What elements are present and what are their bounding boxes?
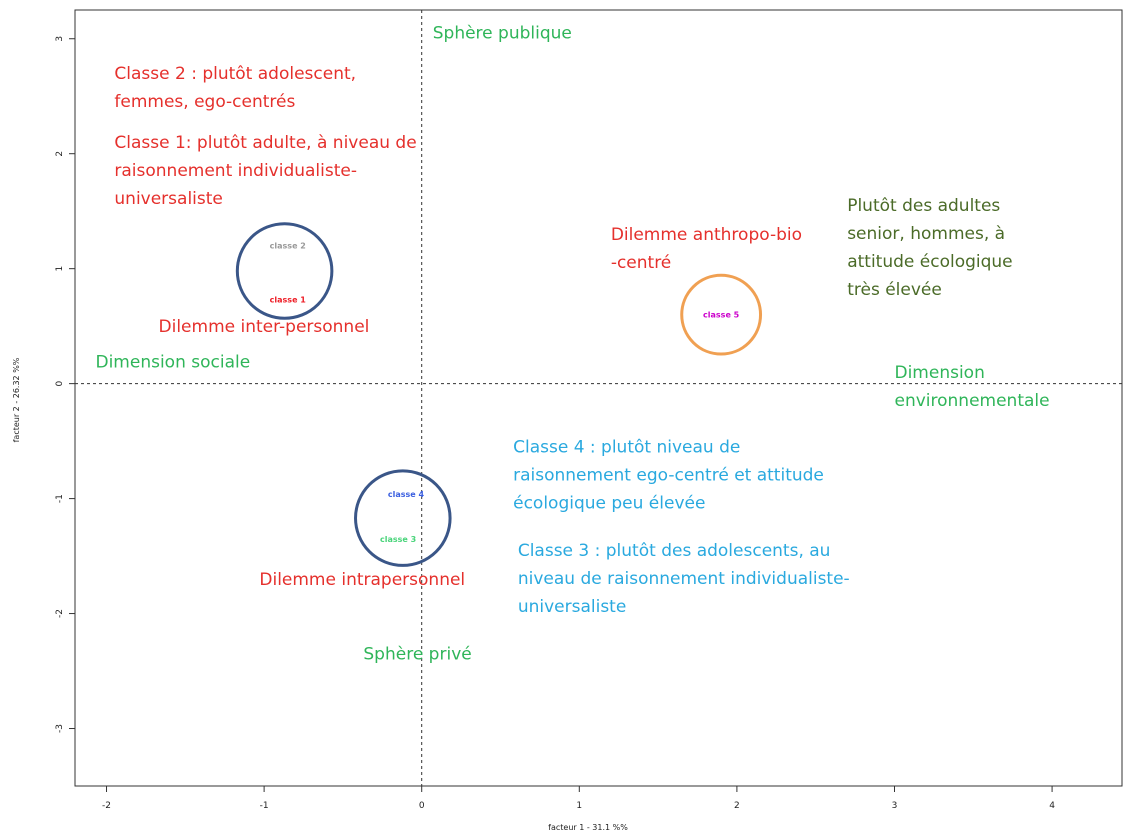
annotation-text: Classe 3 : plutôt des adolescents, au niv… (518, 541, 850, 617)
x-tick-label: 3 (892, 801, 898, 811)
x-axis-label: facteur 1 - 31.1 %% (548, 823, 628, 832)
point-label: classe 2 (270, 242, 306, 251)
x-tick-label: -2 (102, 801, 111, 811)
annotation-text: Sphère privé (363, 645, 471, 665)
annotation-text: Classe 2 : plutôt adolescent, femmes, ego… (114, 64, 356, 112)
annotation-text: Dilemme anthropo-bio -centré (611, 225, 802, 273)
plot-frame (74, 9, 1123, 787)
annotation-text: Dimension sociale (95, 353, 250, 373)
group-circle (235, 222, 334, 320)
y-tick-label: 1 (55, 266, 65, 272)
annotation-text: Sphère publique (433, 24, 572, 44)
annotation-text: Classe 4 : plutôt niveau de raisonnement … (513, 438, 824, 514)
point-label: classe 1 (270, 296, 307, 305)
point-label: classe 3 (380, 535, 416, 544)
y-tick-label: 3 (55, 36, 65, 42)
point-label: classe 5 (703, 311, 740, 320)
annotation-text: Dilemme intrapersonnel (259, 570, 465, 590)
y-tick-label: 0 (55, 380, 65, 386)
point-label: classe 4 (388, 490, 425, 499)
annotation-text: Dilemme inter-personnel (159, 317, 370, 337)
y-tick-label: 2 (55, 151, 65, 157)
x-tick-label: 4 (1049, 801, 1055, 811)
x-tick-label: -1 (260, 801, 269, 811)
x-tick-label: 1 (576, 801, 582, 811)
annotation-text: Classe 1: plutôt adulte, à niveau de rais… (114, 133, 416, 209)
y-tick-label: -2 (55, 609, 65, 618)
x-tick-label: 0 (419, 801, 425, 811)
group-circle (354, 469, 452, 567)
annotation-text: Plutôt des adultes senior, hommes, à attit… (847, 196, 1012, 300)
y-axis-label: facteur 2 - 26.32 %% (12, 357, 21, 442)
y-tick-label: -3 (55, 724, 65, 733)
group-circle (680, 273, 763, 356)
x-tick-label: 2 (734, 801, 740, 811)
y-tick-label: -1 (55, 494, 65, 503)
annotation-text: Dimension environnementale (894, 363, 1049, 411)
